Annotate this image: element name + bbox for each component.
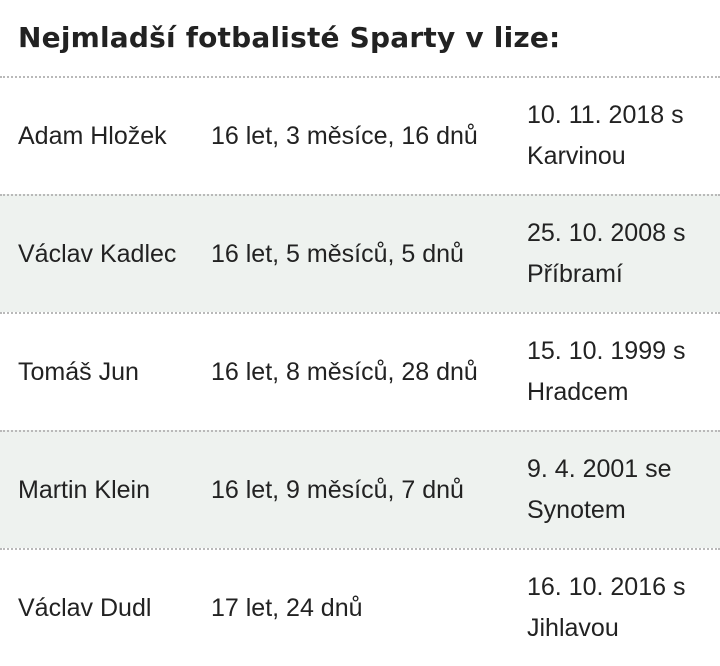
player-debut-cell: 9. 4. 2001 se Synotem <box>527 455 672 524</box>
page-title: Nejmladší fotbalisté Sparty v lize: <box>18 21 561 54</box>
table-row: Martin Klein 16 let, 9 měsíců, 7 dnů 9. … <box>0 430 720 548</box>
player-age-cell: 16 let, 9 měsíců, 7 dnů <box>211 475 464 504</box>
players-table: Adam Hložek 16 let, 3 měsíce, 16 dnů 10.… <box>0 76 720 666</box>
table-row: Adam Hložek 16 let, 3 měsíce, 16 dnů 10.… <box>0 76 720 194</box>
player-name-cell: Václav Kadlec <box>18 239 177 268</box>
player-debut-cell: 25. 10. 2008 s Příbramí <box>527 219 686 288</box>
player-name-cell: Václav Dudl <box>18 593 152 622</box>
player-name-cell: Tomáš Jun <box>18 357 139 386</box>
player-debut-cell: 10. 11. 2018 s Karvinou <box>527 101 684 170</box>
table-row: Václav Kadlec 16 let, 5 měsíců, 5 dnů 25… <box>0 194 720 312</box>
player-name-cell: Adam Hložek <box>18 121 167 150</box>
player-age-cell: 17 let, 24 dnů <box>211 593 363 622</box>
player-debut-cell: 16. 10. 2016 s Jihlavou <box>527 573 686 642</box>
player-name-cell: Martin Klein <box>18 475 150 504</box>
player-debut-cell: 15. 10. 1999 s Hradcem <box>527 337 686 406</box>
player-age-cell: 16 let, 8 měsíců, 28 dnů <box>211 357 478 386</box>
player-age-cell: 16 let, 5 měsíců, 5 dnů <box>211 239 464 268</box>
table-row: Václav Dudl 17 let, 24 dnů 16. 10. 2016 … <box>0 548 720 666</box>
table-row: Tomáš Jun 16 let, 8 měsíců, 28 dnů 15. 1… <box>0 312 720 430</box>
player-age-cell: 16 let, 3 měsíce, 16 dnů <box>211 121 478 150</box>
